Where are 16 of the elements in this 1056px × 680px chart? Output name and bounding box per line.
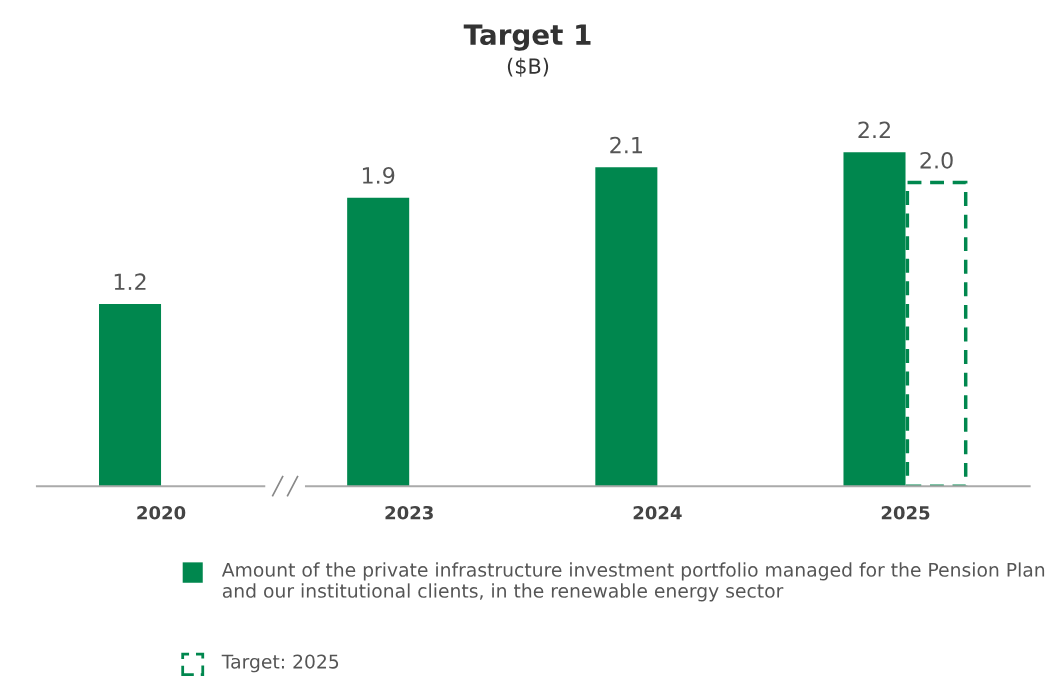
x-tick-label: 2024 <box>633 505 682 520</box>
data-label: 2.0 <box>920 151 953 169</box>
legend-label: Target: 2025 <box>221 654 339 673</box>
data-label: 1.2 <box>114 273 146 290</box>
bar <box>595 167 658 487</box>
data-label: 2.2 <box>858 121 890 139</box>
chart-title: Target 1 <box>463 24 591 51</box>
data-label: 1.9 <box>362 167 395 184</box>
legend-label: Amount of the private infrastructure investment portfolio managed for the Pension Plan and our institutional clients, in the renewable energy sector <box>221 562 1045 602</box>
data-label: 2.1 <box>610 136 642 154</box>
chart-subtitle: ($B) <box>507 57 549 77</box>
bar <box>347 197 410 487</box>
bar <box>99 304 162 487</box>
x-tick-label: 2020 <box>137 505 186 520</box>
x-tick-label: 2023 <box>385 505 433 520</box>
x-tick-label: 2025 <box>881 505 930 520</box>
